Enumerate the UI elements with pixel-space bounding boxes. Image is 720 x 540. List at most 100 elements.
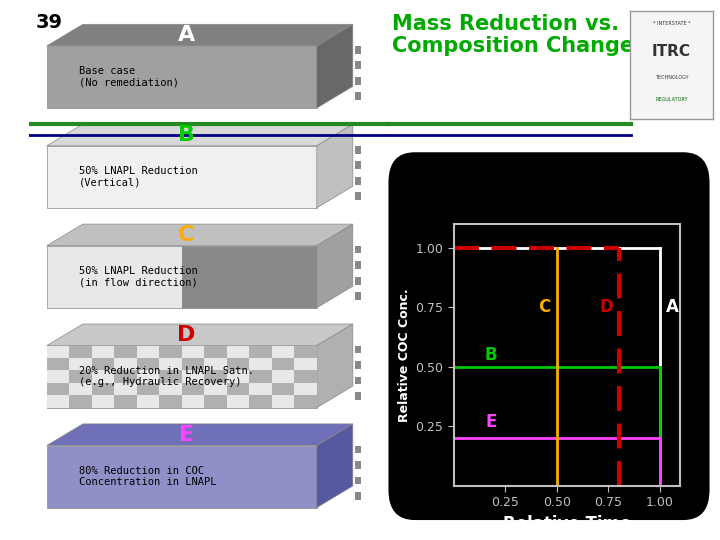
Bar xyxy=(204,346,227,358)
Bar xyxy=(204,370,227,383)
Bar xyxy=(159,383,181,395)
Bar xyxy=(69,358,92,370)
Bar xyxy=(181,370,204,383)
Bar xyxy=(355,261,361,269)
Bar xyxy=(249,358,272,370)
Bar xyxy=(47,395,69,408)
Bar xyxy=(92,370,114,383)
Text: Mass Reduction vs.
Composition Change: Mass Reduction vs. Composition Change xyxy=(392,14,634,56)
Bar xyxy=(355,169,361,177)
Polygon shape xyxy=(317,224,353,308)
Bar xyxy=(92,346,114,358)
Bar xyxy=(47,370,69,383)
Bar xyxy=(355,392,361,400)
Text: D: D xyxy=(599,299,613,316)
Bar xyxy=(355,492,361,500)
Text: 50% LNAPL Reduction
(Vertical): 50% LNAPL Reduction (Vertical) xyxy=(79,166,198,188)
Bar xyxy=(355,292,361,300)
Bar xyxy=(181,346,204,358)
Text: ITRC: ITRC xyxy=(652,44,691,59)
Bar xyxy=(92,358,114,370)
Text: E: E xyxy=(485,413,496,431)
Bar xyxy=(355,476,361,484)
Bar xyxy=(355,153,361,161)
Polygon shape xyxy=(47,446,317,508)
Polygon shape xyxy=(47,246,181,308)
Bar xyxy=(69,346,92,358)
Polygon shape xyxy=(47,24,353,46)
Polygon shape xyxy=(181,246,317,308)
Bar xyxy=(114,395,137,408)
Text: REGULATORY: REGULATORY xyxy=(655,97,688,102)
Bar xyxy=(92,383,114,395)
Bar xyxy=(355,285,361,292)
Bar xyxy=(114,383,137,395)
Bar xyxy=(294,383,317,395)
Text: 20% Reduction in LNAPL Satn.
(e.g., Hydraulic Recovery): 20% Reduction in LNAPL Satn. (e.g., Hydr… xyxy=(79,366,254,388)
Bar xyxy=(294,370,317,383)
Bar xyxy=(355,377,361,384)
Bar xyxy=(355,185,361,192)
Text: 39: 39 xyxy=(36,14,63,32)
Bar xyxy=(355,177,361,185)
Bar xyxy=(47,358,69,370)
Text: TECHNOLOGY: TECHNOLOGY xyxy=(654,75,688,80)
Bar xyxy=(114,370,137,383)
Bar xyxy=(47,383,69,395)
Bar xyxy=(69,383,92,395)
Bar xyxy=(227,346,249,358)
Text: B: B xyxy=(178,125,195,145)
Bar xyxy=(272,346,294,358)
Bar xyxy=(69,395,92,408)
Bar xyxy=(355,161,361,169)
Bar xyxy=(355,453,361,461)
Bar xyxy=(355,446,361,453)
Bar xyxy=(137,370,159,383)
Text: C: C xyxy=(178,225,194,245)
Polygon shape xyxy=(317,24,353,108)
Bar xyxy=(181,358,204,370)
Text: Strategy: Strategy xyxy=(7,233,22,307)
Text: 50% LNAPL Reduction
(in flow direction): 50% LNAPL Reduction (in flow direction) xyxy=(79,266,198,287)
Bar xyxy=(294,358,317,370)
Bar xyxy=(272,358,294,370)
Bar xyxy=(355,461,361,469)
Bar xyxy=(355,400,361,408)
Polygon shape xyxy=(317,324,353,408)
Bar xyxy=(355,346,361,353)
FancyBboxPatch shape xyxy=(389,152,709,520)
Bar xyxy=(355,53,361,62)
Polygon shape xyxy=(47,224,353,246)
Bar xyxy=(137,383,159,395)
Bar xyxy=(227,395,249,408)
Polygon shape xyxy=(47,124,353,146)
Text: A: A xyxy=(666,299,678,316)
Bar xyxy=(114,358,137,370)
Bar xyxy=(355,200,361,208)
Bar xyxy=(355,192,361,200)
Bar xyxy=(114,346,137,358)
Bar xyxy=(249,346,272,358)
Y-axis label: Relative COC Conc.: Relative COC Conc. xyxy=(398,288,411,422)
Bar xyxy=(355,353,361,361)
Text: B: B xyxy=(485,346,497,364)
Bar xyxy=(272,395,294,408)
Text: C: C xyxy=(538,299,551,316)
Bar xyxy=(69,370,92,383)
Bar xyxy=(355,85,361,92)
Bar xyxy=(355,92,361,100)
Bar xyxy=(355,246,361,253)
Bar xyxy=(355,77,361,85)
Bar xyxy=(355,276,361,285)
Text: E: E xyxy=(179,424,194,445)
Text: A: A xyxy=(178,25,195,45)
Bar xyxy=(355,69,361,77)
Bar xyxy=(272,383,294,395)
Bar xyxy=(355,100,361,108)
Bar xyxy=(294,395,317,408)
Bar xyxy=(47,346,69,358)
Bar xyxy=(92,395,114,408)
Bar xyxy=(249,383,272,395)
Bar xyxy=(355,269,361,276)
Bar xyxy=(204,383,227,395)
